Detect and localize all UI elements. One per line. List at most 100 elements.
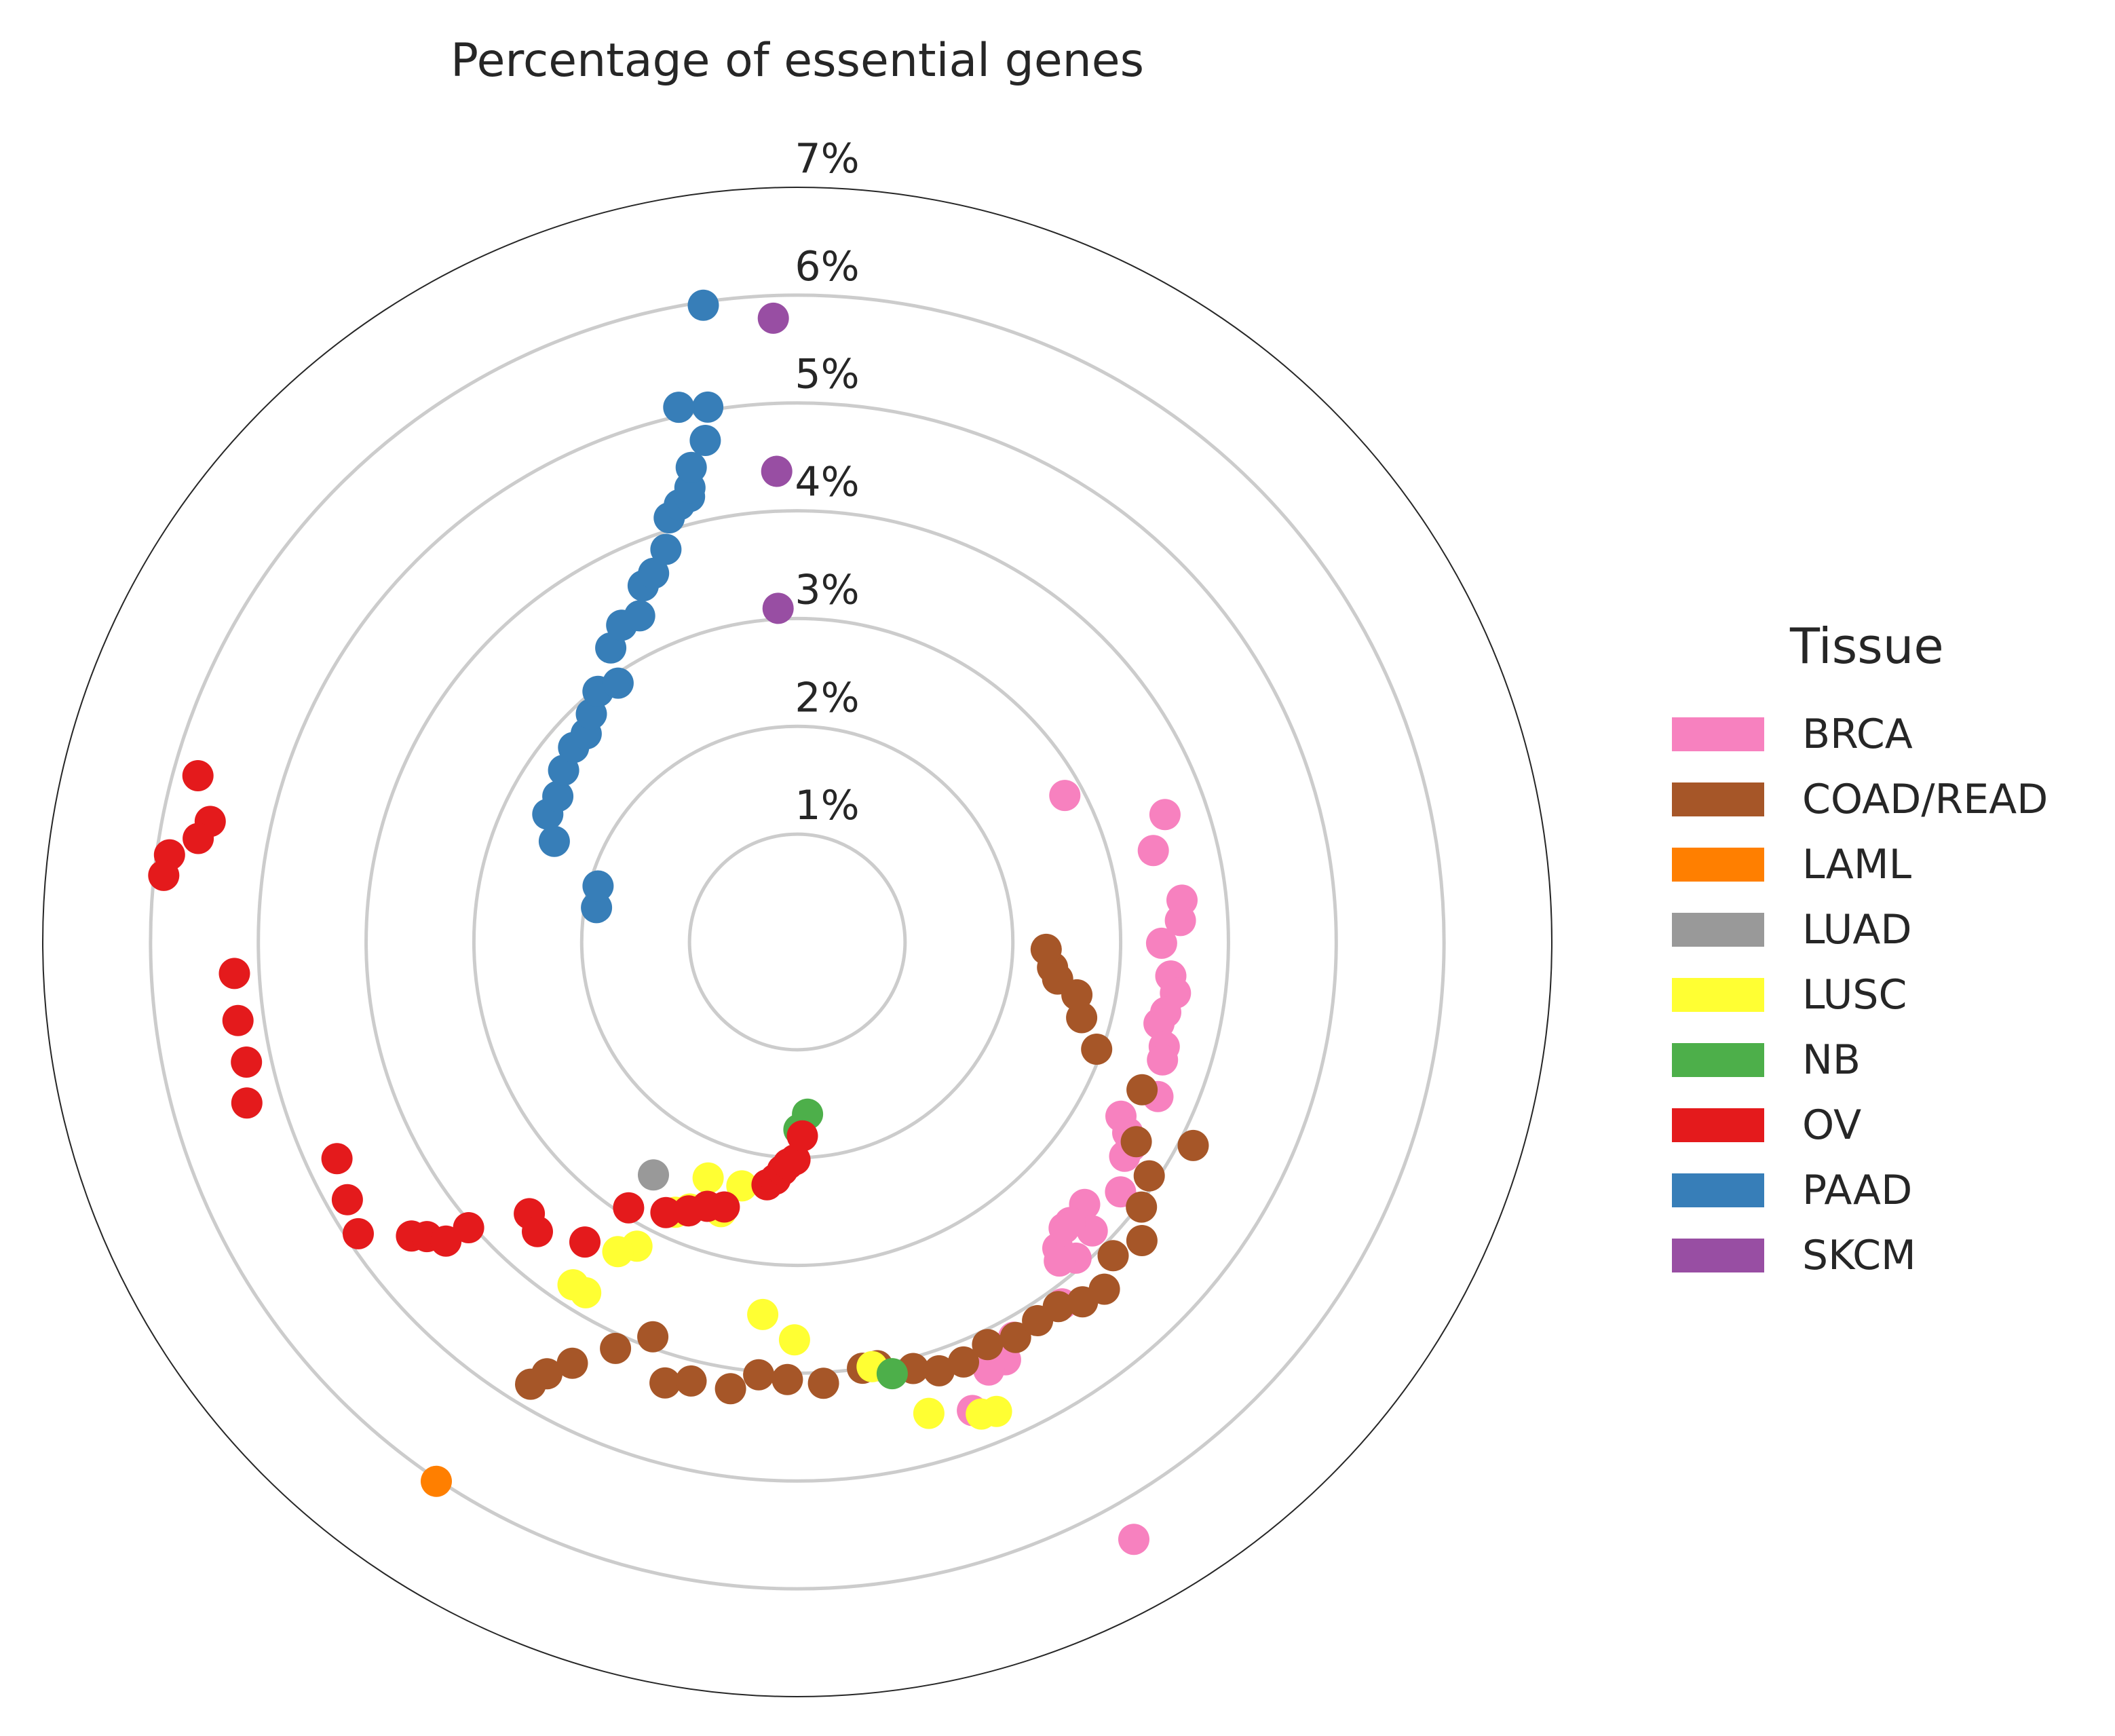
data-point <box>1049 780 1081 812</box>
r-tick-label: 4% <box>795 459 859 506</box>
legend-item: NB <box>1656 1027 2097 1093</box>
data-point <box>148 859 180 891</box>
data-point <box>650 533 682 565</box>
data-point <box>430 1225 462 1257</box>
data-point <box>1030 933 1062 965</box>
legend-swatch <box>1672 848 1764 882</box>
data-point <box>1088 1273 1120 1305</box>
legend-item: PAAD <box>1656 1158 2097 1223</box>
legend-title: Tissue <box>1790 618 1944 675</box>
data-point <box>1042 1291 1074 1323</box>
data-point <box>779 1144 811 1175</box>
radial-grid <box>42 187 1552 1697</box>
data-point <box>542 780 574 812</box>
data-point <box>692 1162 724 1194</box>
grid-circle <box>687 832 907 1052</box>
data-point <box>343 1218 374 1249</box>
legend: Tissue BRCA COAD/READ LAML LUAD LUSC NB OV PAAD… <box>1656 618 2097 1288</box>
legend-label: PAAD <box>1802 1167 1913 1214</box>
data-point <box>638 1159 669 1191</box>
data-point <box>762 592 794 624</box>
data-point <box>675 1365 707 1397</box>
data-point <box>1118 1524 1149 1555</box>
data-point <box>1147 1044 1179 1076</box>
chart-title: Percentage of essential genes <box>450 34 1145 88</box>
legend-item: BRCA <box>1656 702 2097 767</box>
data-point <box>708 1191 740 1223</box>
legend-item: LAML <box>1656 832 2097 897</box>
legend-label: NB <box>1802 1036 1861 1084</box>
data-point <box>687 289 719 321</box>
data-point <box>771 1363 803 1395</box>
data-point <box>1145 927 1177 959</box>
data-points <box>148 289 1209 1555</box>
data-point <box>624 600 655 632</box>
legend-item: LUAD <box>1656 897 2097 962</box>
data-point <box>999 1321 1031 1353</box>
legend-label: OV <box>1802 1101 1862 1149</box>
data-point <box>637 1321 669 1353</box>
data-point <box>600 1332 632 1364</box>
r-tick-label: 2% <box>795 674 859 721</box>
r-tick-label: 5% <box>795 351 859 398</box>
legend-label: BRCA <box>1802 711 1913 758</box>
legend-item: SKCM <box>1656 1223 2097 1288</box>
data-point <box>453 1212 484 1243</box>
legend-swatch <box>1672 978 1764 1012</box>
data-point <box>613 1192 645 1224</box>
data-point <box>531 1358 563 1390</box>
data-point <box>1097 1240 1129 1272</box>
legend-swatch <box>1672 913 1764 947</box>
data-point <box>650 1196 682 1228</box>
data-point <box>675 451 707 483</box>
data-point <box>649 1367 681 1399</box>
legend-swatch <box>1672 1173 1764 1207</box>
legend-label: LAML <box>1802 841 1912 888</box>
data-point <box>1133 1160 1165 1192</box>
data-point <box>421 1465 452 1497</box>
data-point <box>1126 1225 1158 1256</box>
data-point <box>786 1120 818 1152</box>
data-point <box>1044 1245 1075 1277</box>
data-point <box>743 1359 775 1391</box>
data-point <box>569 1226 601 1258</box>
data-point <box>231 1087 263 1119</box>
data-point <box>913 1397 945 1429</box>
data-point <box>948 1346 979 1378</box>
r-tick-label: 7% <box>795 135 859 183</box>
data-point <box>761 455 793 487</box>
data-point <box>980 1395 1012 1427</box>
data-point <box>321 1143 353 1175</box>
data-point <box>689 425 721 456</box>
data-point <box>714 1373 746 1405</box>
data-point <box>726 1170 758 1202</box>
legend-label: COAD/READ <box>1802 776 2049 823</box>
data-point <box>1177 1129 1209 1161</box>
radial-tick-labels: 1% 2% 3% 4% 5% 6% 7% <box>795 135 859 829</box>
legend-items: BRCA COAD/READ LAML LUAD LUSC NB OV PAAD SKCM <box>1656 702 2097 1288</box>
data-point <box>972 1329 1004 1361</box>
data-point <box>1081 1034 1113 1065</box>
data-point <box>747 1298 779 1330</box>
data-point <box>973 1354 1005 1386</box>
data-point <box>538 825 570 857</box>
data-point <box>876 1358 908 1390</box>
grid-circle <box>256 401 1338 1483</box>
legend-label: LUAD <box>1802 906 1912 954</box>
legend-swatch <box>1672 1239 1764 1272</box>
legend-item: OV <box>1656 1093 2097 1158</box>
data-point <box>556 1347 588 1379</box>
grid-circle <box>472 616 1123 1268</box>
legend-label: SKCM <box>1802 1232 1916 1279</box>
legend-swatch <box>1672 782 1764 816</box>
data-point <box>638 557 670 589</box>
data-point <box>331 1184 363 1215</box>
data-point <box>1164 905 1196 937</box>
data-point <box>1126 1074 1158 1106</box>
data-point <box>557 1269 589 1301</box>
data-point <box>757 302 789 334</box>
data-point <box>182 760 214 791</box>
r-tick-label: 3% <box>795 566 859 614</box>
